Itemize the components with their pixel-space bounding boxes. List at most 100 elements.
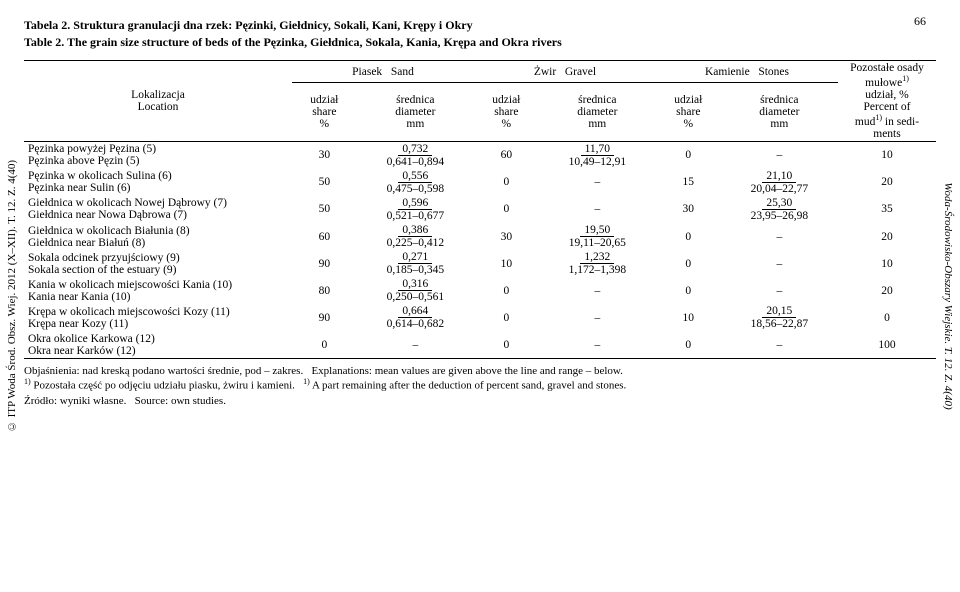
hdr-share-unit-1: % xyxy=(320,118,330,130)
explain-pl: Objaśnienia: nad kreską podano wartości … xyxy=(24,365,303,377)
sidebar-right-text: Woda-Środowisko-Obszary Wiejskie. T. 12.… xyxy=(942,182,954,409)
gravel-diam: 11,7010,49–12,91 xyxy=(539,141,656,169)
hdr-stones-en: Stones xyxy=(758,66,789,78)
hdr-diam-en-2: diameter xyxy=(577,106,617,118)
mud-cell: 0 xyxy=(838,304,936,331)
hdr-diam-en-1: diameter xyxy=(395,106,435,118)
hdr-diam-pl-1: średnica xyxy=(396,94,434,106)
gravel-diam: – xyxy=(539,169,656,196)
sand-share: 90 xyxy=(292,304,357,331)
source: Źródło: wyniki własne. Source: own studi… xyxy=(24,395,936,407)
sand-diam: – xyxy=(357,332,474,359)
hdr-stones-pl: Kamienie xyxy=(705,66,750,78)
hdr-diam-en-3: diameter xyxy=(759,106,799,118)
loc-cell: Sokala odcinek przyujściowy (9)Sokala se… xyxy=(24,250,292,277)
sidebar-left-text: © ITP Woda Środ. Obsz. Wiej. 2012 (X–XII… xyxy=(6,160,18,432)
gravel-diam: – xyxy=(539,196,656,223)
loc-cell: Giełdnica w okolicach Nowej Dąbrowy (7)G… xyxy=(24,196,292,223)
hdr-mud-en1: udział, % xyxy=(865,89,908,101)
stone-diam: – xyxy=(721,250,838,277)
hdr-mud-en4: in sedi- xyxy=(882,116,919,128)
loc-cell: Kania w okolicach miejscowości Kania (10… xyxy=(24,277,292,304)
mud-cell: 35 xyxy=(838,196,936,223)
stone-share: 0 xyxy=(656,277,721,304)
gravel-diam: 1,2321,172–1,398 xyxy=(539,250,656,277)
sand-diam: 0,5960,521–0,677 xyxy=(357,196,474,223)
hdr-gravel-en: Gravel xyxy=(565,66,596,78)
table-row: Giełdnica w okolicach Nowej Dąbrowy (7)G… xyxy=(24,196,936,223)
sand-share: 80 xyxy=(292,277,357,304)
hdr-gravel-pl: Żwir xyxy=(534,66,556,78)
hdr-mud-en2: Percent of xyxy=(864,101,911,113)
loc-cell: Krępa w okolicach miejscowości Kozy (11)… xyxy=(24,304,292,331)
hdr-share-pl-3: udział xyxy=(674,94,702,106)
table-row: Pęzinka w okolicach Sulina (6)Pęzinka ne… xyxy=(24,169,936,196)
mud-cell: 100 xyxy=(838,332,936,359)
table-row: Pęzinka powyżej Pęzina (5)Pęzinka above … xyxy=(24,141,936,169)
sand-diam: 0,2710,185–0,345 xyxy=(357,250,474,277)
caption-pl: Tabela 2. Struktura granulacji dna rzek:… xyxy=(24,18,936,33)
sand-share: 0 xyxy=(292,332,357,359)
loc-cell: Giełdnica w okolicach Białunia (8)Giełdn… xyxy=(24,223,292,250)
hdr-diam-unit-3: mm xyxy=(770,118,788,130)
stone-diam: – xyxy=(721,332,838,359)
hdr-share-en-3: share xyxy=(676,106,700,118)
sand-diam: 0,7320,641–0,894 xyxy=(357,141,474,169)
gravel-share: 0 xyxy=(474,277,539,304)
hdr-share-unit-2: % xyxy=(502,118,512,130)
gravel-share: 0 xyxy=(474,196,539,223)
loc-cell: Pęzinka w okolicach Sulina (6)Pęzinka ne… xyxy=(24,169,292,196)
hdr-mud-en5: ments xyxy=(873,128,900,140)
gravel-share: 60 xyxy=(474,141,539,169)
sand-diam: 0,5560,475–0,598 xyxy=(357,169,474,196)
data-table: Lokalizacja Location Piasek Sand Żwir Gr… xyxy=(24,60,936,359)
caption-en: Table 2. The grain size structure of bed… xyxy=(24,35,936,50)
hdr-mud-en3: mud xyxy=(855,116,875,128)
hdr-sand-en: Sand xyxy=(391,66,414,78)
note-pl: Pozostała część po odjęciu udziału piask… xyxy=(31,379,295,391)
sand-diam: 0,3860,225–0,412 xyxy=(357,223,474,250)
stone-share: 30 xyxy=(656,196,721,223)
table-row: Krępa w okolicach miejscowości Kozy (11)… xyxy=(24,304,936,331)
source-pl: Źródło: wyniki własne. xyxy=(24,395,126,407)
gravel-share: 0 xyxy=(474,169,539,196)
source-en: Source: own studies. xyxy=(135,395,226,407)
sand-share: 50 xyxy=(292,169,357,196)
note-sup-en: 1) xyxy=(303,377,310,386)
stone-share: 15 xyxy=(656,169,721,196)
mud-cell: 10 xyxy=(838,141,936,169)
explanations: Objaśnienia: nad kreską podano wartości … xyxy=(24,365,936,392)
hdr-share-en-1: share xyxy=(312,106,336,118)
stone-diam: 25,3023,95–26,98 xyxy=(721,196,838,223)
stone-share: 0 xyxy=(656,250,721,277)
sand-share: 30 xyxy=(292,141,357,169)
gravel-share: 10 xyxy=(474,250,539,277)
table-row: Sokala odcinek przyujściowy (9)Sokala se… xyxy=(24,250,936,277)
stone-share: 0 xyxy=(656,223,721,250)
hdr-mud-pl2: mułowe xyxy=(865,77,902,89)
hdr-share-pl-2: udział xyxy=(492,94,520,106)
hdr-sup1a: 1) xyxy=(902,74,909,83)
gravel-diam: 19,5019,11–20,65 xyxy=(539,223,656,250)
hdr-loc-en: Location xyxy=(138,101,179,113)
page-number: 66 xyxy=(914,14,926,29)
mud-cell: 20 xyxy=(838,223,936,250)
loc-cell: Pęzinka powyżej Pęzina (5)Pęzinka above … xyxy=(24,141,292,169)
mud-cell: 10 xyxy=(838,250,936,277)
sand-share: 60 xyxy=(292,223,357,250)
hdr-share-en-2: share xyxy=(494,106,518,118)
stone-share: 0 xyxy=(656,141,721,169)
gravel-diam: – xyxy=(539,304,656,331)
note-sup-pl: 1) xyxy=(24,377,31,386)
stone-diam: – xyxy=(721,277,838,304)
hdr-mud-pl1: Pozostałe osady xyxy=(850,62,924,74)
explain-en: Explanations: mean values are given abov… xyxy=(311,365,622,377)
stone-diam: 20,1518,56–22,87 xyxy=(721,304,838,331)
table-row: Okra okolice Karkowa (12)Okra near Karkó… xyxy=(24,332,936,359)
hdr-diam-pl-3: średnica xyxy=(760,94,798,106)
mud-cell: 20 xyxy=(838,169,936,196)
hdr-sand-pl: Piasek xyxy=(352,66,382,78)
hdr-diam-unit-2: mm xyxy=(588,118,606,130)
stone-share: 0 xyxy=(656,332,721,359)
sand-diam: 0,6640,614–0,682 xyxy=(357,304,474,331)
